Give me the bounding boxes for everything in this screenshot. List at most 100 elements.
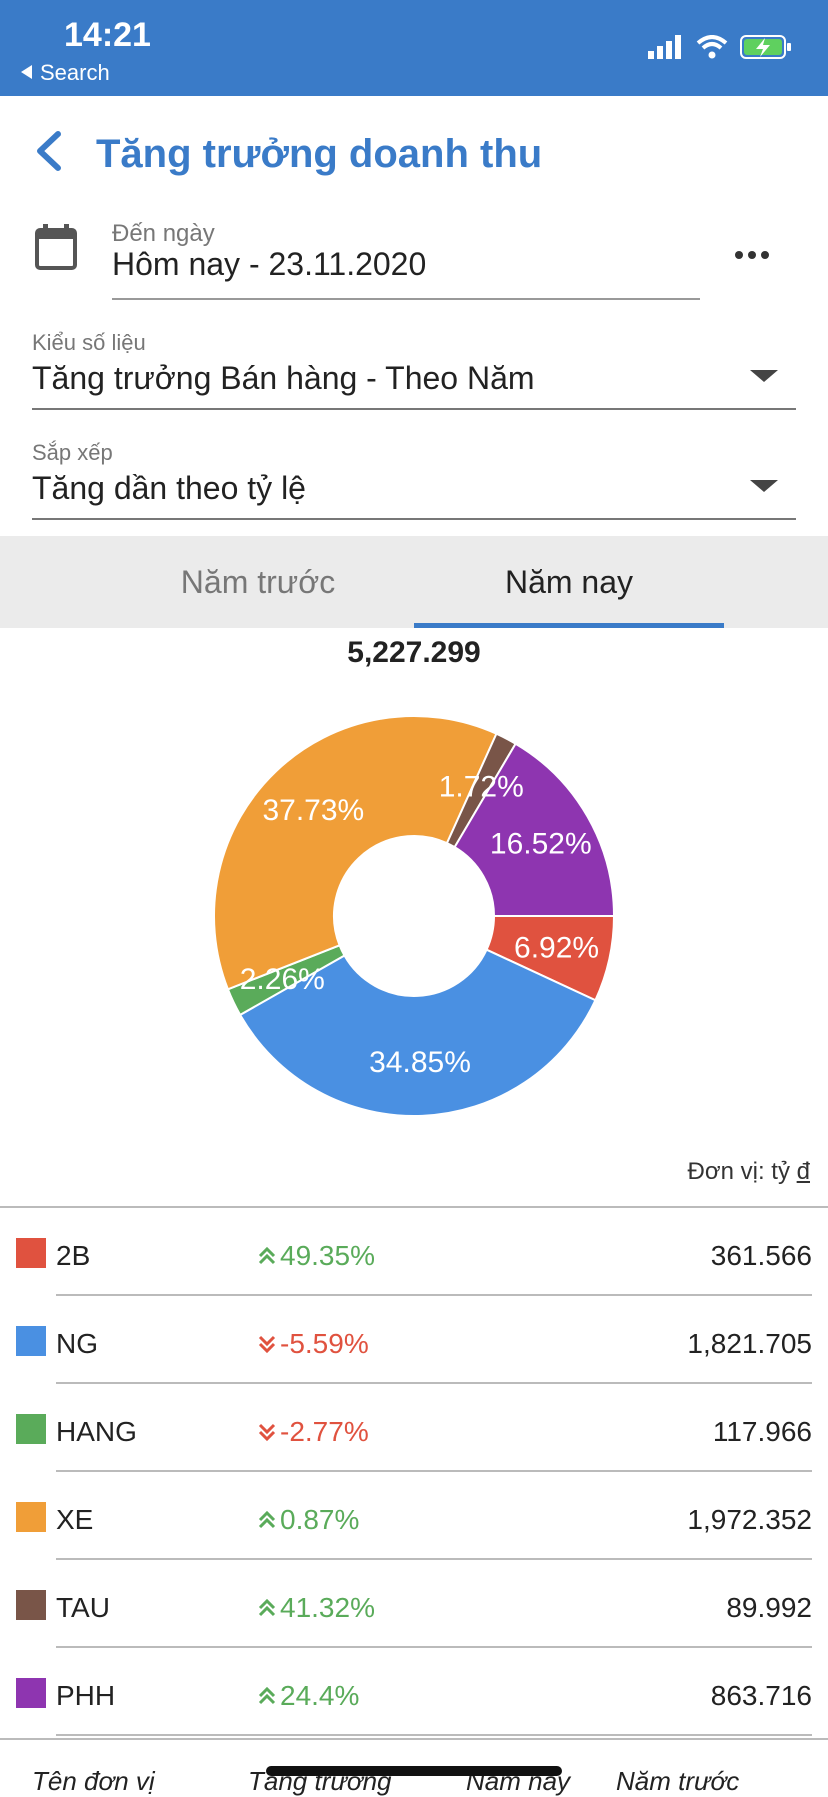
row-value: 117.966 [712, 1416, 812, 1447]
donut-chart[interactable]: 6.92% 34.85% 2.26% 37.73% 1.72% 16.52% [0, 690, 828, 1150]
double-chevron-up-icon [258, 1510, 276, 1529]
tab-current-year[interactable]: Năm nay [504, 563, 634, 600]
row-name: NG [56, 1328, 98, 1359]
row-divider [56, 1294, 812, 1296]
slice-label: 2.26% [240, 963, 325, 996]
row-divider [56, 1646, 812, 1648]
battery-charging-icon [740, 34, 792, 65]
sort-underline [32, 518, 796, 520]
back-button[interactable] [30, 126, 70, 176]
color-swatch [16, 1414, 46, 1444]
row-growth: 0.87% [258, 1504, 359, 1536]
slice-label: 37.73% [262, 794, 364, 827]
row-growth-value: 24.4% [280, 1680, 360, 1711]
slice-label: 16.52% [490, 828, 592, 861]
row-value: 89.992 [726, 1592, 812, 1623]
row-name: HANG [56, 1416, 137, 1447]
row-name: TAU [56, 1592, 110, 1623]
row-divider [56, 1382, 812, 1384]
breakdown-list: 2B 49.35% 361.566 NG -5.59% 1,821.705 HANG -2.7… [0, 1208, 828, 1736]
dropdown-caret-icon[interactable] [750, 480, 778, 492]
double-chevron-down-icon [258, 1423, 276, 1442]
row-growth-value: -5.59% [280, 1328, 369, 1359]
row-value: 1,972.352 [687, 1504, 812, 1535]
row-growth: 24.4% [258, 1680, 359, 1712]
chevron-left-icon [37, 131, 61, 171]
row-divider [56, 1558, 812, 1560]
data-type-label: Kiểu số liệu [32, 330, 146, 355]
slice-label: 1.72% [439, 770, 524, 803]
back-triangle-icon [20, 60, 34, 86]
data-type-select[interactable]: Kiểu số liệu Tăng trưởng Bán hàng - Theo… [32, 330, 796, 410]
more-options-button[interactable] [734, 230, 770, 269]
slice-label: 34.85% [369, 1046, 471, 1079]
sort-value[interactable]: Tăng dần theo tỷ lệ [32, 470, 306, 506]
color-swatch [16, 1502, 46, 1532]
header-unit-name[interactable]: Tên đơn vị [32, 1766, 155, 1796]
double-chevron-up-icon [258, 1246, 276, 1265]
color-swatch [16, 1326, 46, 1356]
date-label: Đến ngày [112, 220, 215, 247]
color-swatch [16, 1238, 46, 1268]
color-swatch [16, 1590, 46, 1620]
row-growth-value: 49.35% [280, 1240, 375, 1271]
status-time: 14:21 [64, 16, 151, 54]
signal-icon [648, 35, 684, 64]
date-underline [112, 298, 700, 300]
wifi-icon [696, 35, 728, 64]
home-indicator [266, 1766, 562, 1776]
row-name: PHH [56, 1680, 116, 1711]
sort-select[interactable]: Sắp xếp Tăng dần theo tỷ lệ [32, 440, 796, 520]
list-item[interactable]: XE 0.87% 1,972.352 [0, 1472, 828, 1560]
back-to-search-link[interactable]: Search [20, 60, 110, 86]
data-type-value[interactable]: Tăng trưởng Bán hàng - Theo Năm [32, 360, 535, 396]
row-growth-value: -2.77% [280, 1416, 369, 1447]
pie-slice-ng[interactable] [238, 948, 597, 1117]
unit-currency: đ [796, 1158, 810, 1185]
row-growth: -2.77% [258, 1416, 369, 1448]
row-growth: 41.32% [258, 1592, 375, 1624]
year-tabs: Năm trước Năm nay [0, 536, 828, 628]
page-header: Tăng trưởng doanh thu [0, 96, 828, 216]
status-icons [648, 34, 792, 65]
row-value: 361.566 [710, 1240, 812, 1271]
header-last-year[interactable]: Năm trước [616, 1766, 740, 1796]
calendar-icon[interactable] [34, 224, 78, 277]
double-chevron-down-icon [258, 1335, 276, 1354]
row-name: 2B [56, 1240, 91, 1271]
unit-label: Đơn vị: tỷ đ [688, 1158, 810, 1186]
row-growth: -5.59% [258, 1328, 369, 1360]
page-title: Tăng trưởng doanh thu [96, 132, 543, 176]
pie-slice-phh[interactable] [453, 742, 616, 917]
double-chevron-up-icon [258, 1686, 276, 1705]
list-item[interactable]: HANG -2.77% 117.966 [0, 1384, 828, 1472]
color-swatch [16, 1678, 46, 1708]
row-growth: 49.35% [258, 1240, 375, 1272]
row-growth-value: 41.32% [280, 1592, 375, 1623]
unit-text: Đơn vị: tỷ [687, 1158, 790, 1185]
row-divider [56, 1470, 812, 1472]
row-growth-value: 0.87% [280, 1504, 360, 1535]
divider [0, 1206, 828, 1208]
row-divider [56, 1734, 812, 1736]
list-item[interactable]: NG -5.59% 1,821.705 [0, 1296, 828, 1384]
back-search-label: Search [40, 60, 110, 85]
status-bar: 14:21 Search [0, 0, 828, 96]
total-value: 5,227.299 [347, 636, 481, 669]
double-chevron-up-icon [258, 1598, 276, 1617]
slice-label: 6.92% [514, 931, 599, 964]
list-item[interactable]: 2B 49.35% 361.566 [0, 1208, 828, 1296]
more-dots-icon [735, 251, 769, 259]
pie-slice-xe[interactable] [213, 715, 498, 991]
list-item[interactable]: TAU 41.32% 89.992 [0, 1560, 828, 1648]
divider [0, 1738, 828, 1740]
dropdown-caret-icon[interactable] [750, 370, 778, 382]
tab-previous-year[interactable]: Năm trước [180, 563, 336, 600]
date-value[interactable]: Hôm nay - 23.11.2020 [112, 246, 427, 282]
list-item[interactable]: PHH 24.4% 863.716 [0, 1648, 828, 1736]
row-value: 863.716 [710, 1680, 812, 1711]
sort-label: Sắp xếp [32, 440, 113, 465]
data-type-underline [32, 408, 796, 410]
date-field[interactable]: Đến ngày Hôm nay - 23.11.2020 [0, 216, 828, 306]
active-tab-indicator [414, 623, 724, 628]
